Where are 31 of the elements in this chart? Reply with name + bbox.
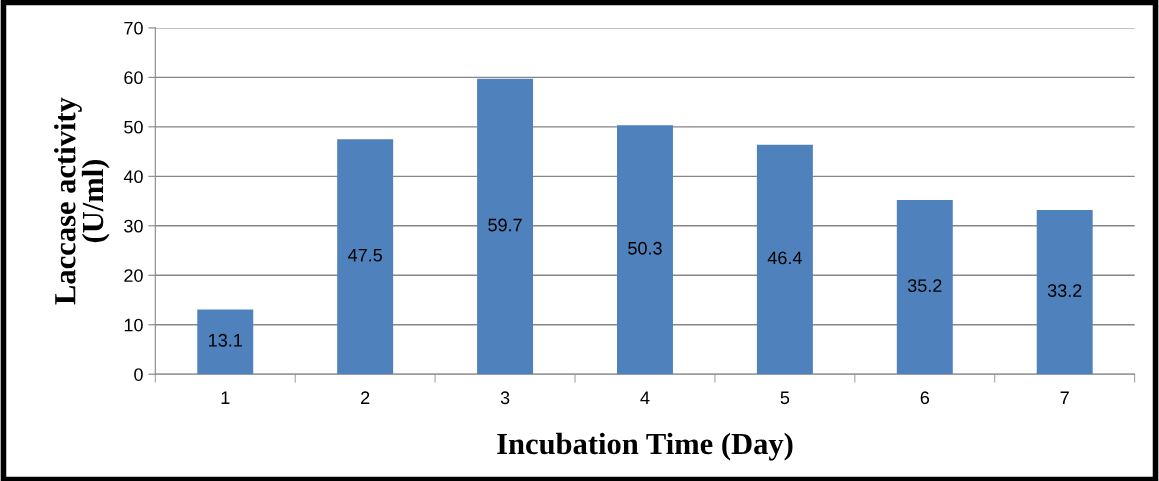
bar xyxy=(477,78,534,375)
x-tick-label: 3 xyxy=(500,391,510,405)
x-tick-label: 5 xyxy=(780,391,790,405)
x-tick-label: 7 xyxy=(1060,391,1069,404)
y-tick-label: 50 xyxy=(124,120,143,134)
bar xyxy=(337,139,394,375)
x-axis-title: Incubation Time (Day) xyxy=(497,432,793,461)
x-tick-label: 6 xyxy=(920,391,930,405)
data-label: 59.7 xyxy=(488,218,522,232)
y-tick-label: 10 xyxy=(124,318,143,332)
y-tick-label: 40 xyxy=(123,170,143,184)
data-label: 46.4 xyxy=(767,251,802,265)
y-axis-title: Laccase activity (U/ml) xyxy=(54,97,110,305)
data-label: 13.1 xyxy=(209,333,242,347)
y-tick-label: 30 xyxy=(124,219,143,233)
data-label: 33.2 xyxy=(1047,284,1082,297)
x-tick-label: 2 xyxy=(361,391,370,404)
bar xyxy=(1036,209,1093,375)
data-label: 35.2 xyxy=(907,279,942,292)
x-tick-label: 1 xyxy=(221,391,230,404)
bar xyxy=(756,144,813,375)
x-tick-label: 4 xyxy=(640,391,650,404)
data-label: 50.3 xyxy=(628,241,662,255)
y-tick-label: 0 xyxy=(134,368,143,381)
data-label: 47.5 xyxy=(348,248,382,262)
y-tick-label: 60 xyxy=(124,71,143,85)
bar xyxy=(617,125,673,375)
y-tick-label: 20 xyxy=(124,269,143,282)
y-tick-label: 70 xyxy=(124,21,143,35)
bar xyxy=(197,309,254,375)
bar xyxy=(896,200,953,375)
